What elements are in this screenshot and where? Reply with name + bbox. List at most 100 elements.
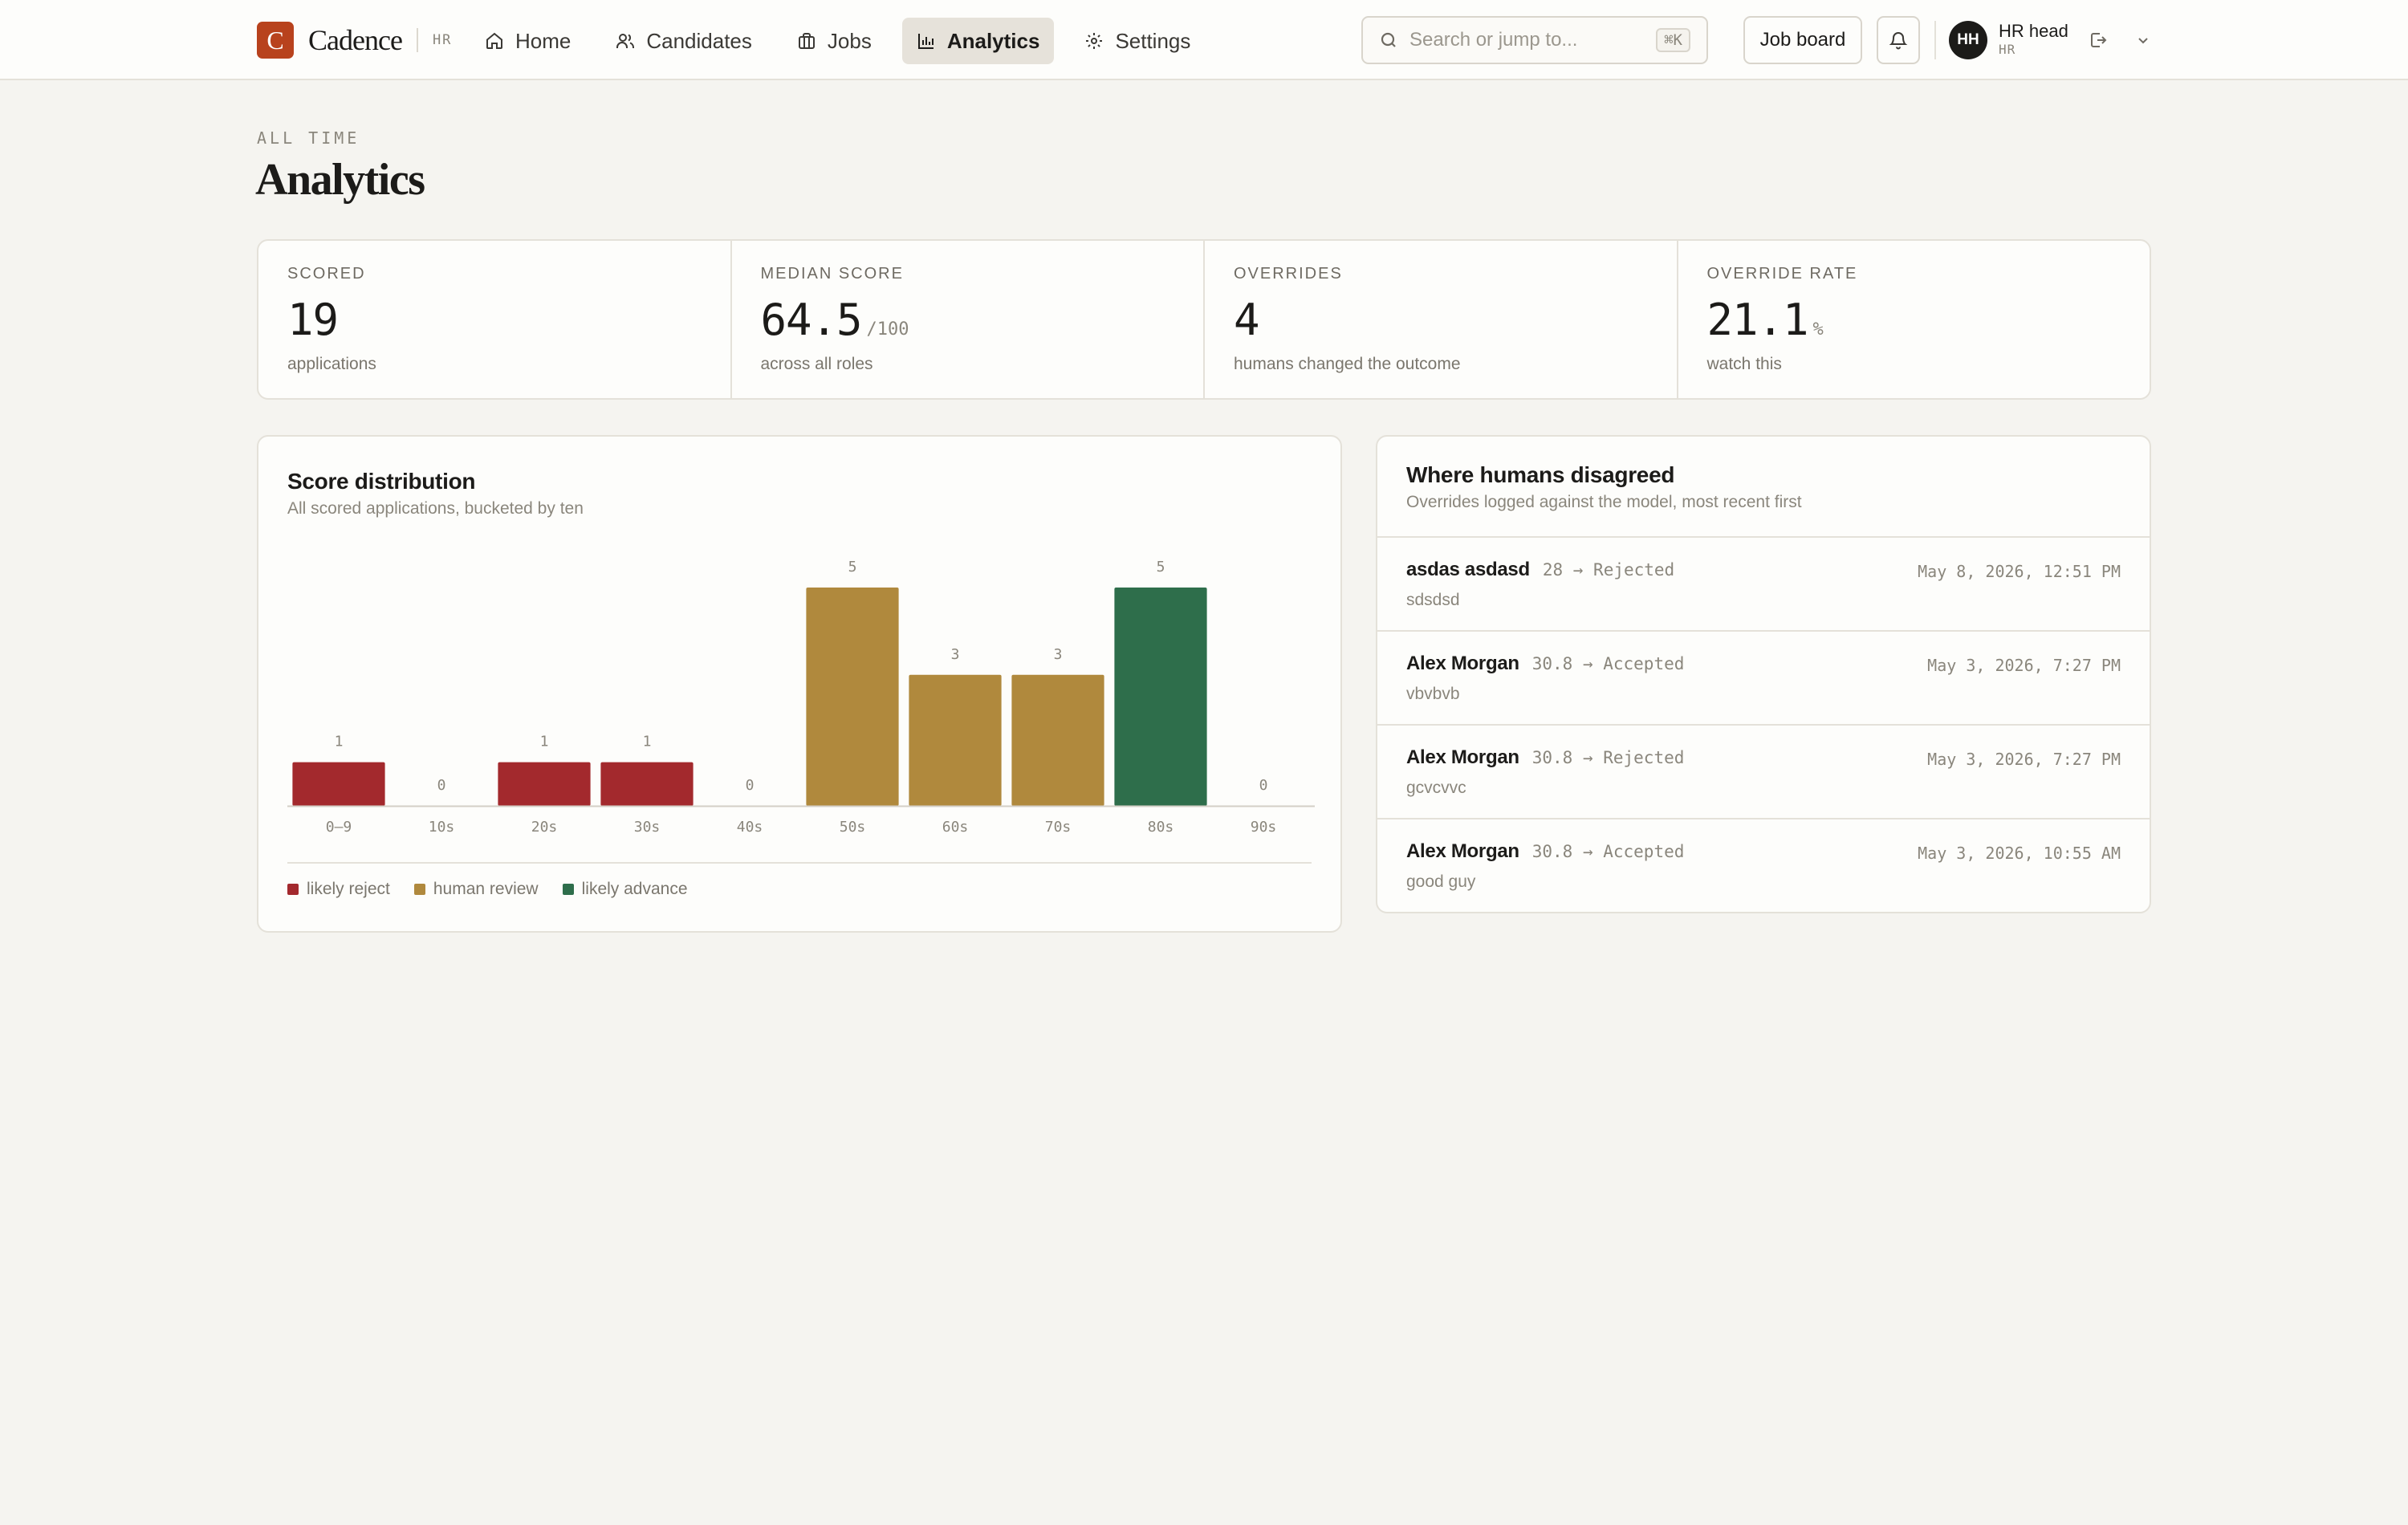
card-title: Where humans disagreed bbox=[1406, 462, 1675, 487]
user-role: HR bbox=[1999, 42, 2016, 57]
stat-value: 4 bbox=[1234, 295, 1260, 345]
candidate-name[interactable]: Alex Morgan bbox=[1406, 746, 1519, 768]
bar-value-label: 5 bbox=[1157, 559, 1165, 575]
notifications-button[interactable] bbox=[1877, 16, 1920, 64]
x-tick-label: 40s bbox=[737, 819, 763, 836]
nav-settings-label: Settings bbox=[1115, 28, 1191, 53]
legend-item-review: human review bbox=[413, 880, 539, 899]
card-subtitle: All scored applications, bucketed by ten bbox=[287, 499, 584, 518]
stat-value: 21.1 bbox=[1706, 295, 1809, 345]
gear-icon bbox=[1086, 33, 1103, 49]
override-row[interactable]: Alex Morgan 30.8 → Accepted May 3, 2026,… bbox=[1377, 819, 2150, 912]
stats-strip: SCORED 19 applications MEDIAN SCORE 64.5… bbox=[257, 239, 2151, 400]
candidate-name[interactable]: Alex Morgan bbox=[1406, 840, 1519, 862]
bar-value-label: 0 bbox=[437, 777, 446, 794]
brand-name: Cadence bbox=[308, 24, 403, 56]
legend-item-reject: likely reject bbox=[287, 880, 390, 899]
stat-suffix: % bbox=[1812, 319, 1824, 340]
page-title: Analytics bbox=[255, 155, 425, 205]
bar-value-label: 3 bbox=[951, 646, 960, 663]
chart-bar bbox=[292, 762, 385, 806]
brand[interactable]: C Cadence HR bbox=[257, 21, 452, 59]
bar-value-label: 1 bbox=[643, 734, 652, 750]
nav-settings[interactable]: Settings bbox=[1070, 18, 1205, 64]
sign-out-button[interactable] bbox=[2087, 29, 2109, 51]
bar-value-label: 0 bbox=[1259, 777, 1268, 794]
chart-bar bbox=[1011, 674, 1104, 806]
stat-overrides: OVERRIDES 4 humans changed the outcome bbox=[1203, 241, 1677, 398]
user-name: HR head bbox=[1999, 21, 2068, 41]
user-menu-button[interactable] bbox=[2132, 29, 2154, 51]
legend-swatch bbox=[287, 884, 299, 895]
stat-override-rate: OVERRIDE RATE 21.1 % watch this bbox=[1676, 241, 2150, 398]
job-board-button[interactable]: Job board bbox=[1743, 16, 1862, 64]
bar-value-label: 0 bbox=[746, 777, 755, 794]
x-tick-label: 20s bbox=[531, 819, 558, 836]
override-date: May 3, 2026, 10:55 AM bbox=[1918, 844, 2121, 863]
search-box[interactable]: ⌘K bbox=[1361, 16, 1708, 64]
bar-value-label: 5 bbox=[848, 559, 857, 575]
x-tick-label: 60s bbox=[942, 819, 969, 836]
brand-logo: C bbox=[257, 22, 294, 59]
x-tick-label: 30s bbox=[634, 819, 661, 836]
home-icon bbox=[486, 32, 502, 49]
x-tick-label: 70s bbox=[1045, 819, 1072, 836]
chart-legend: likely reject human review likely advanc… bbox=[287, 880, 688, 899]
x-tick-label: 90s bbox=[1251, 819, 1277, 836]
override-row[interactable]: Alex Morgan 30.8 → Rejected May 3, 2026,… bbox=[1377, 726, 2150, 819]
stat-suffix: /100 bbox=[866, 319, 909, 340]
stat-value: 64.5 bbox=[760, 295, 863, 345]
override-note: good guy bbox=[1406, 872, 1476, 891]
nav-home[interactable]: Home bbox=[470, 18, 585, 64]
override-row[interactable]: Alex Morgan 30.8 → Accepted May 3, 2026,… bbox=[1377, 632, 2150, 726]
legend-item-advance: likely advance bbox=[562, 880, 688, 899]
nav-candidates[interactable]: Candidates bbox=[601, 18, 767, 64]
main-nav: Home Candidates Jobs Analytics Settings bbox=[470, 18, 1205, 64]
chart-bar bbox=[806, 588, 899, 806]
nav-jobs-label: Jobs bbox=[827, 28, 872, 53]
bar-value-label: 1 bbox=[335, 734, 344, 750]
override-change: 30.8 → Accepted bbox=[1531, 654, 1685, 673]
sign-out-icon bbox=[2091, 33, 2107, 47]
candidate-name[interactable]: Alex Morgan bbox=[1406, 653, 1519, 674]
legend-label: likely advance bbox=[581, 880, 688, 898]
page-eyebrow: ALL TIME bbox=[257, 128, 360, 148]
legend-swatch bbox=[562, 884, 574, 895]
stat-note: applications bbox=[287, 355, 376, 373]
chart-bar bbox=[600, 762, 694, 806]
briefcase-icon bbox=[798, 33, 815, 49]
override-change: 30.8 → Accepted bbox=[1531, 842, 1685, 861]
override-row[interactable]: asdas asdasd 28 → Rejected May 8, 2026, … bbox=[1377, 538, 2150, 632]
brand-role: HR bbox=[432, 32, 453, 48]
stat-median-score: MEDIAN SCORE 64.5 /100 across all roles bbox=[730, 241, 1204, 398]
chart-bar bbox=[909, 674, 1002, 806]
stat-label: SCORED bbox=[287, 265, 366, 283]
chart-bar bbox=[1114, 588, 1207, 806]
candidate-name[interactable]: asdas asdasd bbox=[1406, 559, 1530, 580]
stat-label: OVERRIDES bbox=[1234, 265, 1343, 283]
legend-divider bbox=[287, 862, 1312, 864]
score-distribution-chart: 1 0–9 0 10s 1 20s 1 30s 0 40s 5 50s 3 60s 3 70s 5 80s 0 90s bbox=[287, 559, 1315, 836]
stat-label: OVERRIDE RATE bbox=[1706, 265, 1858, 283]
x-tick-label: 80s bbox=[1148, 819, 1174, 836]
x-tick-label: 0–9 bbox=[326, 819, 352, 836]
override-change: 28 → Rejected bbox=[1542, 560, 1675, 580]
search-shortcut: ⌘K bbox=[1656, 28, 1690, 52]
nav-candidates-label: Candidates bbox=[646, 28, 752, 53]
stat-note: watch this bbox=[1706, 355, 1782, 373]
override-date: May 8, 2026, 12:51 PM bbox=[1918, 562, 2121, 581]
search-input[interactable] bbox=[1409, 29, 1657, 51]
legend-label: likely reject bbox=[307, 880, 390, 898]
stat-scored: SCORED 19 applications bbox=[258, 241, 730, 398]
avatar[interactable]: HH bbox=[1949, 21, 1987, 59]
nav-jobs[interactable]: Jobs bbox=[783, 18, 886, 64]
stat-note: humans changed the outcome bbox=[1234, 355, 1461, 373]
users-icon bbox=[616, 34, 635, 48]
card-title: Score distribution bbox=[287, 469, 476, 494]
chevron-down-icon bbox=[2138, 38, 2148, 44]
nav-analytics[interactable]: Analytics bbox=[901, 18, 1055, 64]
toolbar-divider bbox=[1934, 21, 1936, 59]
chart-bar bbox=[498, 762, 591, 806]
bell-icon bbox=[1889, 32, 1908, 50]
stat-value: 19 bbox=[287, 295, 339, 345]
